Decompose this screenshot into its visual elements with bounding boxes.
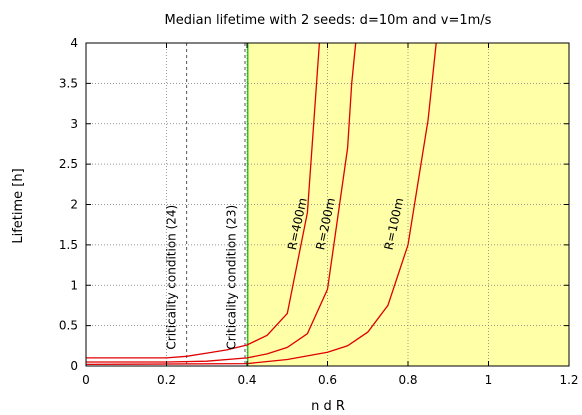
y-tick-label-2: 1 <box>70 278 78 292</box>
curve-0 <box>86 42 321 359</box>
y-tick-label-0: 0 <box>70 359 78 373</box>
x-tick-label-6: 1.2 <box>559 373 578 387</box>
criticality-lines <box>186 43 249 366</box>
x-tick-label-3: 0.6 <box>318 373 337 387</box>
x-axis-label: n d R <box>311 399 345 414</box>
x-tick-label-2: 0.4 <box>237 373 256 387</box>
curves <box>85 42 437 366</box>
x-axis-ticks: 0 0.2 0.4 0.6 0.8 1 1.2 <box>82 43 579 387</box>
grid <box>86 43 569 366</box>
curve-2 <box>85 42 437 366</box>
criticality-label-0: Criticality condition (24) <box>164 205 178 350</box>
y-axis-label: Lifetime [h] <box>11 168 26 243</box>
chart-title: Median lifetime with 2 seeds: d=10m and … <box>165 13 492 28</box>
y-tick-label-4: 2 <box>70 198 78 212</box>
y-tick-label-8: 4 <box>70 36 78 50</box>
x-tick-label-4: 0.8 <box>398 373 417 387</box>
y-tick-label-3: 1.5 <box>59 238 78 252</box>
y-tick-label-5: 2.5 <box>59 157 78 171</box>
criticality-label-1: Criticality condition (23) <box>224 205 238 350</box>
x-tick-label-0: 0 <box>82 373 90 387</box>
y-axis-ticks: 0 0.5 1 1.5 2 2.5 3 3.5 4 <box>59 36 569 373</box>
y-tick-label-7: 3.5 <box>59 76 78 90</box>
y-tick-label-1: 0.5 <box>59 319 78 333</box>
y-tick-label-6: 3 <box>70 117 78 131</box>
x-tick-label-5: 1 <box>485 373 493 387</box>
annotations: Criticality condition (24) Criticality co… <box>164 196 406 349</box>
x-tick-label-1: 0.2 <box>157 373 176 387</box>
curve-1 <box>86 42 357 363</box>
